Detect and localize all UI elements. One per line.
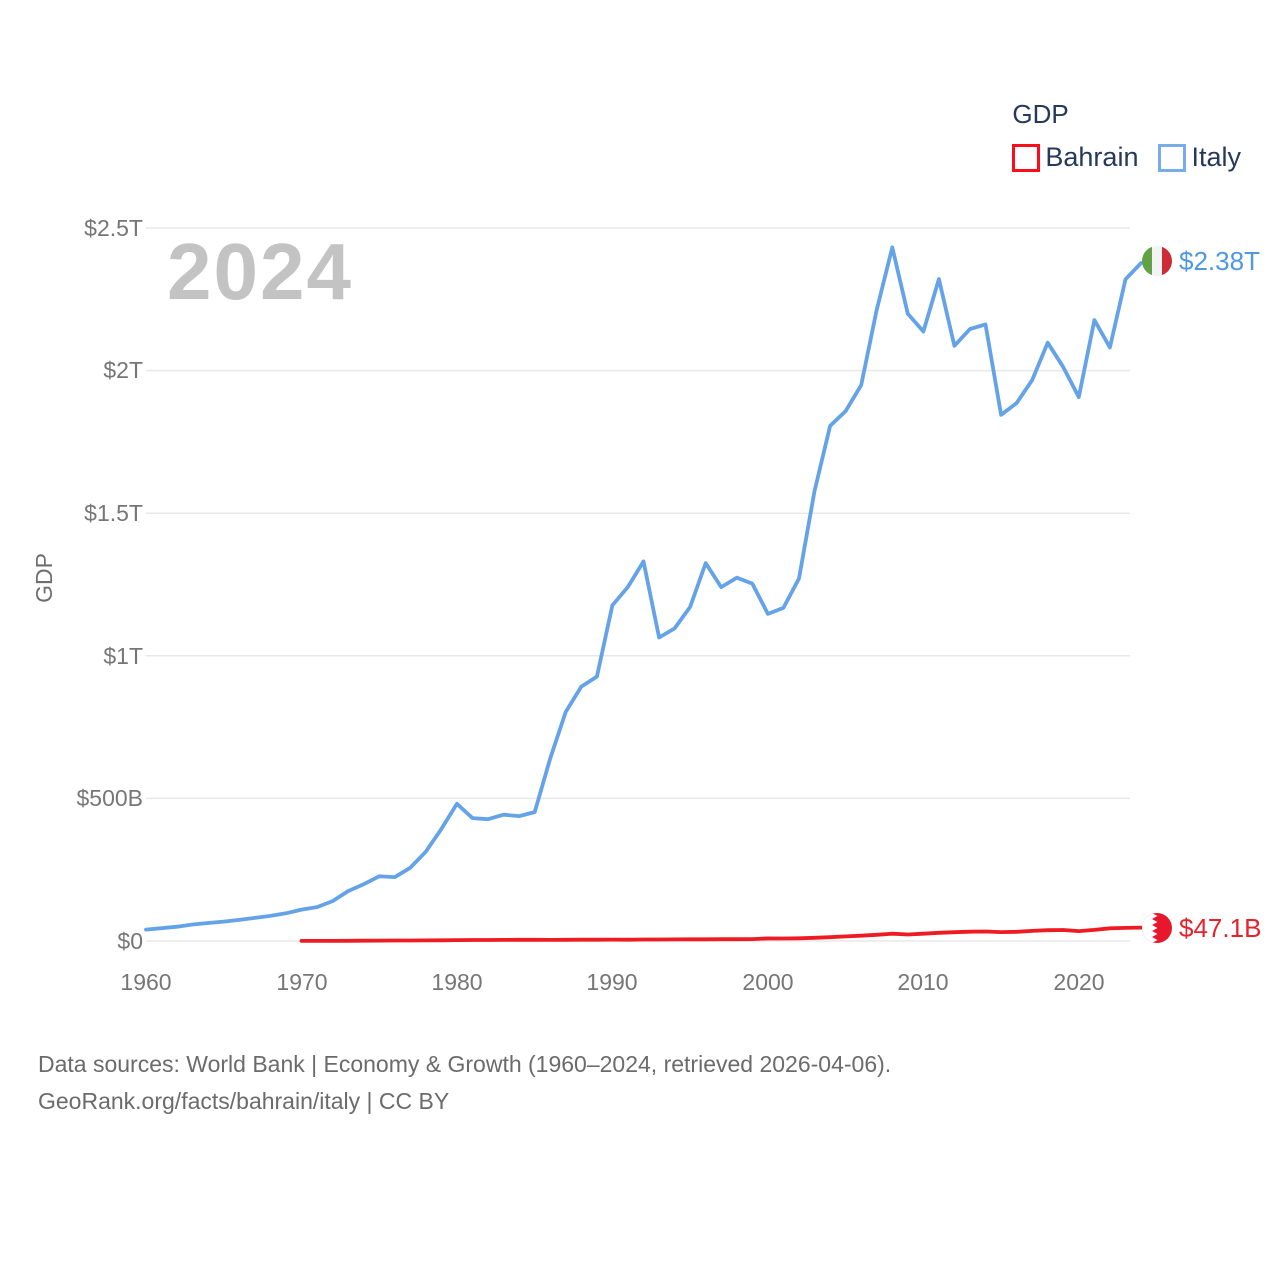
italy-series-swatch-icon: [1158, 143, 1187, 172]
legend-item-label: Italy: [1191, 142, 1241, 172]
chart-legend: GDP Bahrain Italy: [1012, 100, 1241, 173]
legend-item-italy[interactable]: Italy: [1158, 142, 1241, 173]
x-tick-label: 1980: [431, 969, 483, 995]
bahrain-series-swatch-icon: [1012, 143, 1041, 172]
x-tick-label: 2000: [742, 969, 794, 995]
bahrain-gdp-line: [299, 925, 1143, 943]
italy-gdp-line: [144, 245, 1143, 932]
legend-item-bahrain[interactable]: Bahrain: [1012, 142, 1138, 173]
y-axis-title: GDP: [31, 553, 57, 603]
legend-item-label: Bahrain: [1045, 142, 1139, 172]
y-tick-label: $0: [117, 928, 143, 954]
x-tick-label: 1970: [276, 969, 328, 995]
legend-items: Bahrain Italy: [1012, 142, 1241, 173]
x-tick-label: 2010: [897, 969, 949, 995]
y-tick-label: $1T: [103, 643, 143, 669]
x-tick-label: 2020: [1053, 969, 1105, 995]
y-tick-label: $1.5T: [84, 500, 143, 526]
italy-end-value-label: $2.38T: [1179, 246, 1260, 276]
legend-title: GDP: [1012, 99, 1069, 129]
data-sources-line: Data sources: World Bank | Economy & Gro…: [38, 1051, 892, 1077]
bahrain-end-value-label: $47.1B: [1179, 913, 1262, 943]
y-tick-label: $2T: [103, 357, 143, 383]
x-tick-label: 1990: [586, 969, 638, 995]
x-tick-label: 1960: [120, 969, 172, 995]
bahrain-flag-icon: [1142, 913, 1172, 943]
source-url-line: GeoRank.org/facts/bahrain/italy | CC BY: [38, 1088, 450, 1114]
y-tick-label: $2.5T: [84, 215, 143, 241]
italy-flag-icon: [1142, 246, 1172, 276]
y-tick-label: $500B: [76, 785, 143, 811]
year-watermark: 2024: [167, 227, 353, 316]
footer-attribution: Data sources: World Bank | Economy & Gro…: [38, 1046, 891, 1120]
